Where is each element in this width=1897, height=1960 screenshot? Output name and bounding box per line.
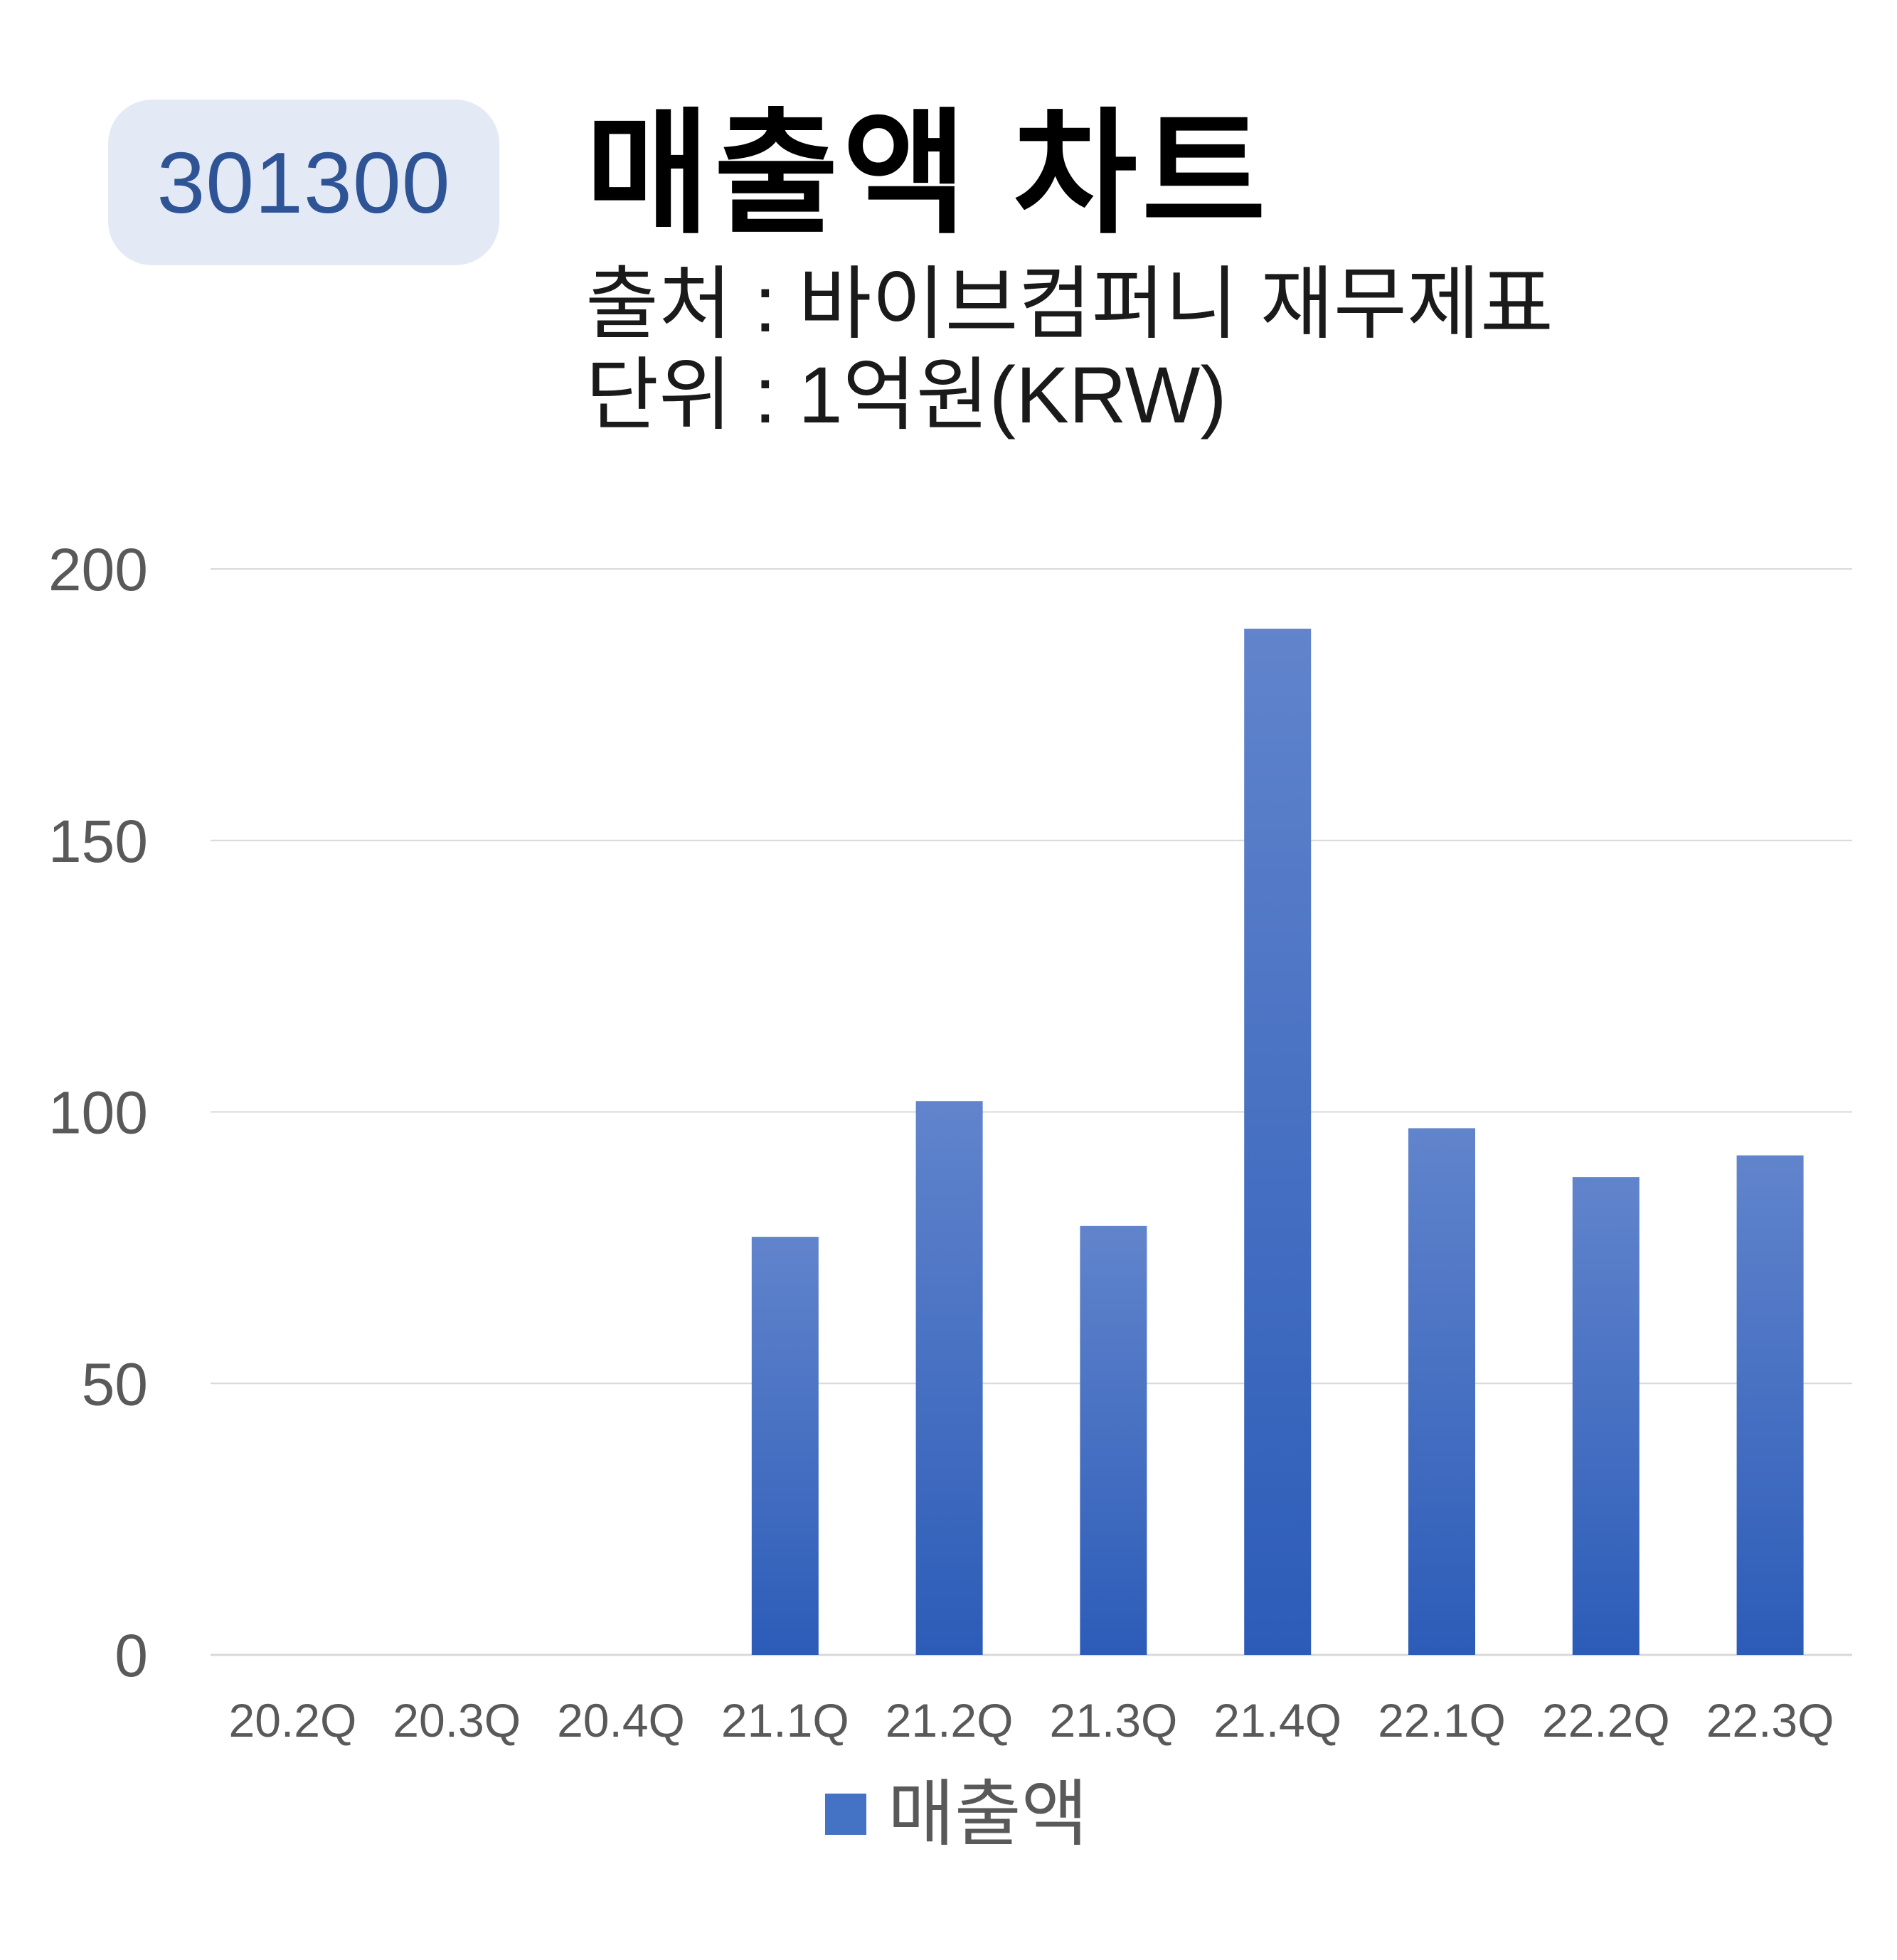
x-tick-label: 22.2Q <box>1542 1694 1670 1747</box>
x-tick-label: 22.1Q <box>1378 1694 1506 1747</box>
legend-label: 매출액 <box>888 1774 1088 1855</box>
x-axis-ticks: 20.2Q 20.3Q 20.4Q 21.1Q 21.2Q 21.3Q 21.4Q 22.1Q… <box>229 1694 1834 1747</box>
y-tick-label: 100 <box>48 1080 148 1146</box>
bar-22.3Q <box>1736 1155 1804 1655</box>
x-tick-label: 20.3Q <box>393 1694 521 1747</box>
bar-21.1Q <box>751 1237 819 1655</box>
bar-22.1Q <box>1408 1128 1475 1655</box>
bar-chart: 0 50 100 150 200 20.2Q 20.3Q 20.4Q 21.1Q 21.2Q 21… <box>48 536 1852 1747</box>
legend-swatch <box>825 1794 866 1835</box>
bar-21.3Q <box>1080 1225 1147 1655</box>
stock-code-badge: 301300 <box>108 100 499 265</box>
bar-21.2Q <box>915 1101 983 1655</box>
x-tick-label: 21.1Q <box>721 1694 849 1747</box>
x-tick-label: 21.2Q <box>886 1694 1014 1747</box>
bars <box>751 628 1804 1655</box>
y-tick-label: 0 <box>115 1622 148 1689</box>
y-axis-ticks: 0 50 100 150 200 <box>48 536 148 1689</box>
x-tick-label: 20.4Q <box>557 1694 685 1747</box>
source-text: 출처 : 바이브컴퍼니 재무제표 <box>585 260 1553 348</box>
x-tick-label: 21.3Q <box>1050 1694 1178 1747</box>
y-tick-label: 50 <box>82 1351 148 1417</box>
bar-21.4Q <box>1244 628 1312 1655</box>
chart-title: 매출액 차트 <box>585 99 1270 250</box>
x-tick-label: 21.4Q <box>1213 1694 1341 1747</box>
x-tick-label: 22.3Q <box>1706 1694 1834 1747</box>
unit-text: 단위 : 1억원(KRW) <box>585 351 1227 440</box>
legend: 매출액 <box>825 1778 1088 1850</box>
bar-22.2Q <box>1572 1177 1640 1655</box>
y-tick-label: 200 <box>48 536 148 603</box>
x-tick-label: 20.2Q <box>229 1694 357 1747</box>
y-tick-label: 150 <box>48 808 148 875</box>
